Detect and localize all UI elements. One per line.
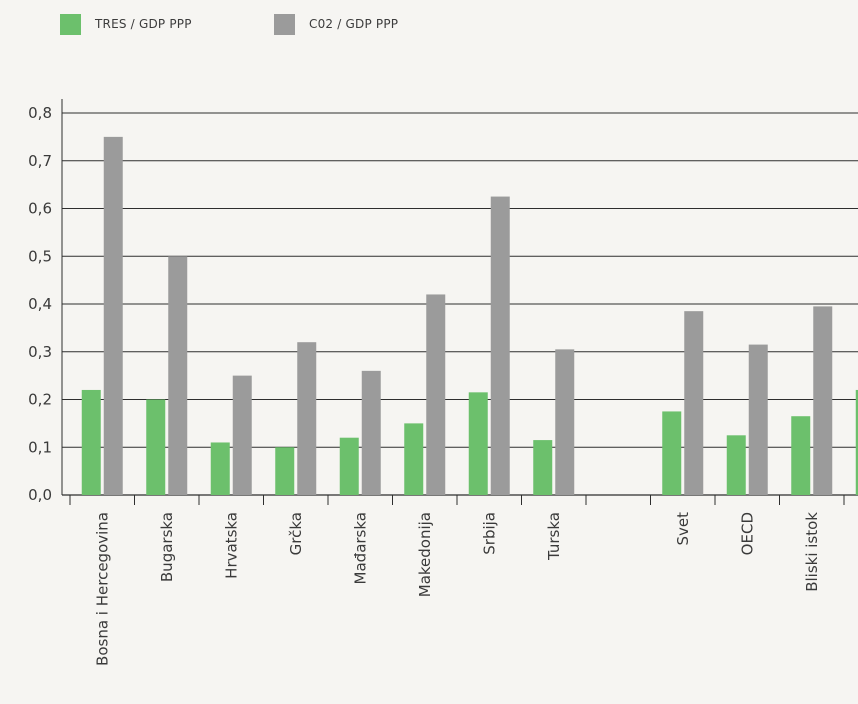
bar-tres	[339, 437, 359, 495]
legend-item-co2: C02 / GDP PPP	[274, 12, 398, 36]
legend-label-co2: C02 / GDP PPP	[309, 17, 399, 31]
x-tick-label: Hrvatska	[222, 512, 240, 579]
bar-tres	[662, 411, 682, 495]
legend-item-tres: TRES / GDP PPP	[60, 12, 192, 36]
bar-co2	[748, 344, 768, 495]
x-tick-label: Srbija	[480, 512, 498, 555]
bar-co2	[297, 342, 317, 495]
y-tick-label: 0,7	[28, 152, 52, 170]
bar-co2	[684, 311, 704, 495]
bar-co2	[168, 256, 188, 495]
legend-swatch-co2	[274, 13, 295, 35]
y-tick-label: 0,8	[28, 104, 52, 122]
x-tick-label: Bugarska	[158, 512, 176, 582]
bar-tres	[726, 435, 746, 495]
x-tick-label: Mađarska	[351, 512, 369, 584]
y-tick-label: 0,0	[28, 486, 52, 504]
bar-co2	[232, 375, 252, 495]
x-tick-label: Turska	[545, 512, 563, 561]
bar-tres	[855, 389, 858, 495]
bar-tres	[404, 423, 424, 495]
y-tick-label: 0,1	[28, 438, 52, 456]
x-tick-label: Svet	[674, 512, 692, 546]
y-tick-label: 0,5	[28, 247, 52, 265]
bar-tres	[533, 440, 553, 495]
x-tick-label: OECD	[738, 512, 756, 555]
bar-tres	[81, 389, 101, 495]
bar-tres	[791, 416, 811, 495]
bar-tres	[210, 442, 230, 495]
legend-label-tres: TRES / GDP PPP	[95, 17, 192, 31]
x-tick-label: Makedonija	[416, 512, 434, 597]
x-tick-label: Grčka	[287, 512, 305, 555]
bar-tres	[468, 392, 488, 495]
x-tick-label: Bliski istok	[803, 512, 821, 592]
bar-co2	[103, 136, 123, 495]
legend: TRES / GDP PPP C02 / GDP PPP	[60, 12, 480, 38]
bar-co2	[490, 196, 510, 495]
bar-tres	[275, 447, 295, 495]
y-tick-label: 0,6	[28, 200, 52, 218]
y-tick-label: 0,3	[28, 343, 52, 361]
bar-tres	[146, 399, 166, 495]
y-tick-label: 0,4	[28, 295, 52, 313]
bar-co2	[361, 370, 381, 495]
legend-swatch-tres	[60, 13, 81, 35]
y-tick-label: 0,2	[28, 391, 52, 409]
x-tick-label: Bosna i Hercegovina	[93, 512, 111, 666]
bar-co2	[555, 349, 575, 495]
bar-co2	[426, 294, 446, 495]
bar-co2	[813, 306, 833, 495]
